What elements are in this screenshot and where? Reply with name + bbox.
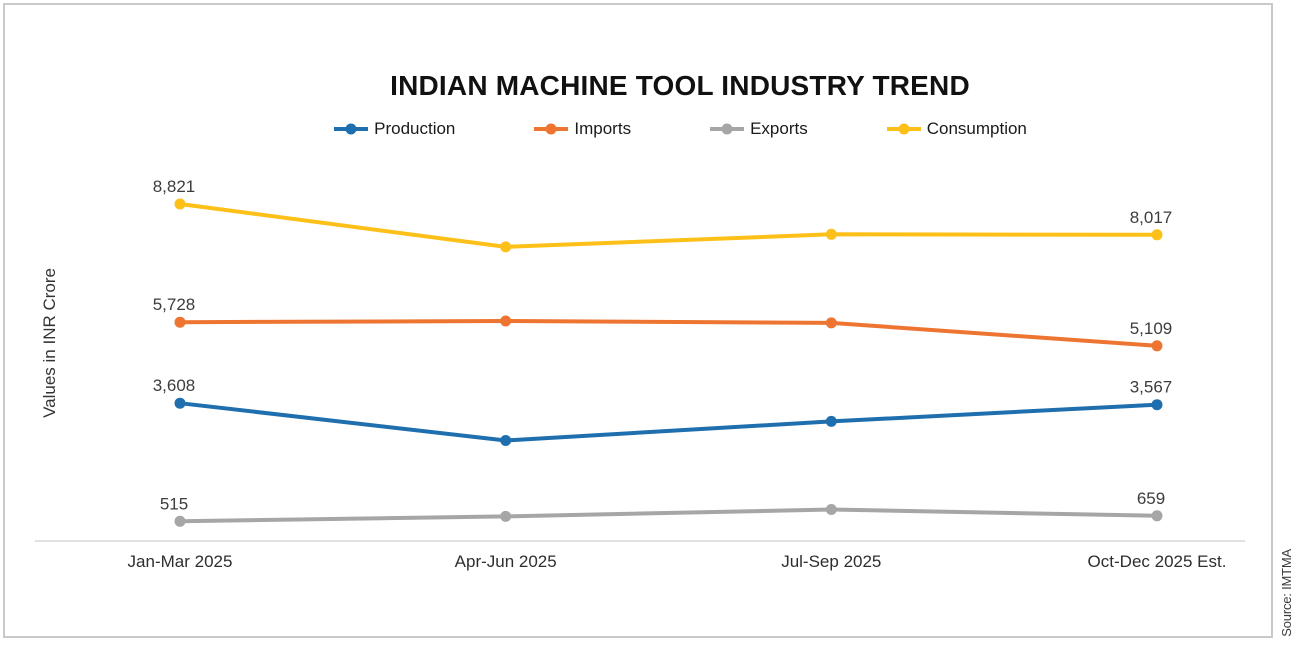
data-point-production-0 bbox=[174, 397, 186, 409]
data-point-exports-1 bbox=[500, 510, 512, 522]
data-point-imports-3 bbox=[1151, 340, 1163, 352]
data-point-production-2 bbox=[825, 415, 837, 427]
legend-item-production: Production bbox=[333, 119, 455, 139]
legend-label: Production bbox=[374, 119, 456, 138]
data-point-exports-3 bbox=[1151, 510, 1163, 522]
data-point-consumption-3 bbox=[1151, 229, 1163, 241]
data-label-consumption-3: 8,017 bbox=[1130, 208, 1173, 227]
data-label-production-3: 3,567 bbox=[1130, 378, 1173, 397]
data-label-exports-3: 659 bbox=[1137, 489, 1165, 508]
series-line-consumption bbox=[178, 202, 1159, 249]
series-line-exports bbox=[178, 507, 1159, 524]
legend-marker-icon bbox=[334, 123, 369, 135]
data-point-imports-2 bbox=[825, 317, 837, 329]
x-axis-labels: Jan-Mar 2025 Apr-Jun 2025 Jul-Sep 2025 Oct-… bbox=[0, 552, 1300, 576]
legend-label: Exports bbox=[750, 119, 808, 138]
chart-title: INDIAN MACHINE TOOL INDUSTRY TREND bbox=[390, 70, 970, 101]
data-label-production-0: 3,608 bbox=[153, 376, 196, 395]
legend: Production Imports Exports Consumption bbox=[60, 119, 1300, 139]
data-label-imports-0: 5,728 bbox=[153, 295, 196, 314]
data-point-consumption-2 bbox=[825, 228, 837, 240]
legend-item-imports: Imports bbox=[533, 119, 631, 139]
data-point-exports-0 bbox=[174, 515, 186, 527]
legend-marker-icon bbox=[710, 123, 745, 135]
data-point-imports-0 bbox=[174, 316, 186, 328]
series-line-production bbox=[178, 401, 1159, 443]
legend-label: Consumption bbox=[926, 119, 1027, 138]
series-line-imports bbox=[178, 319, 1159, 348]
data-point-production-3 bbox=[1151, 399, 1163, 411]
legend-marker-icon bbox=[886, 123, 921, 135]
data-point-consumption-0 bbox=[174, 198, 186, 210]
y-axis-title: Values in INR Crore bbox=[40, 268, 59, 418]
data-label-imports-3: 5,109 bbox=[1130, 319, 1173, 338]
x-axis-label-1: Apr-Jun 2025 bbox=[454, 552, 557, 571]
legend-marker-icon bbox=[534, 123, 569, 135]
data-point-exports-2 bbox=[825, 504, 837, 515]
legend-item-exports: Exports bbox=[709, 119, 808, 139]
x-axis-label-3: Oct-Dec 2025 Est. bbox=[1087, 552, 1227, 571]
data-point-imports-1 bbox=[500, 315, 512, 327]
data-label-exports-0: 515 bbox=[160, 494, 188, 513]
x-axis-label-2: Jul-Sep 2025 bbox=[781, 552, 882, 571]
data-point-consumption-1 bbox=[500, 241, 512, 253]
legend-label: Imports bbox=[574, 119, 632, 138]
data-point-production-1 bbox=[500, 435, 512, 446]
x-axis-label-0: Jan-Mar 2025 bbox=[127, 552, 233, 571]
source-note: Source: IMTMA bbox=[1279, 549, 1294, 637]
data-label-consumption-0: 8,821 bbox=[153, 177, 196, 196]
legend-item-consumption: Consumption bbox=[886, 119, 1027, 139]
